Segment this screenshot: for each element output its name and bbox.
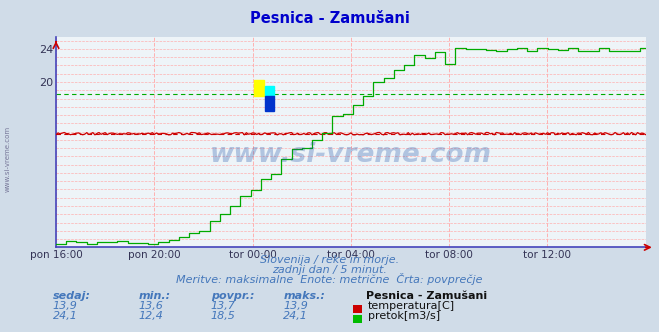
Text: Slovenija / reke in morje.: Slovenija / reke in morje. xyxy=(260,255,399,265)
Text: Pesnica - Zamušani: Pesnica - Zamušani xyxy=(250,11,409,26)
Text: maks.:: maks.: xyxy=(283,291,326,301)
Text: povpr.:: povpr.: xyxy=(211,291,254,301)
Text: temperatura[C]: temperatura[C] xyxy=(368,301,455,311)
Text: 12,4: 12,4 xyxy=(138,311,163,321)
Text: 13,9: 13,9 xyxy=(53,301,78,311)
Text: www.si-vreme.com: www.si-vreme.com xyxy=(210,141,492,168)
Text: min.:: min.: xyxy=(138,291,171,301)
Bar xyxy=(254,79,264,96)
Text: 13,7: 13,7 xyxy=(211,301,236,311)
Text: 13,6: 13,6 xyxy=(138,301,163,311)
Text: Meritve: maksimalne  Enote: metrične  Črta: povprečje: Meritve: maksimalne Enote: metrične Črta… xyxy=(176,273,483,285)
Text: pretok[m3/s]: pretok[m3/s] xyxy=(368,311,440,321)
Text: Pesnica - Zamušani: Pesnica - Zamušani xyxy=(366,291,487,301)
Bar xyxy=(265,96,274,111)
Text: 24,1: 24,1 xyxy=(283,311,308,321)
Bar xyxy=(265,86,274,96)
Text: sedaj:: sedaj: xyxy=(53,291,91,301)
Text: 18,5: 18,5 xyxy=(211,311,236,321)
Text: 24,1: 24,1 xyxy=(53,311,78,321)
Text: www.si-vreme.com: www.si-vreme.com xyxy=(4,126,11,193)
Text: 13,9: 13,9 xyxy=(283,301,308,311)
Text: zadnji dan / 5 minut.: zadnji dan / 5 minut. xyxy=(272,265,387,275)
